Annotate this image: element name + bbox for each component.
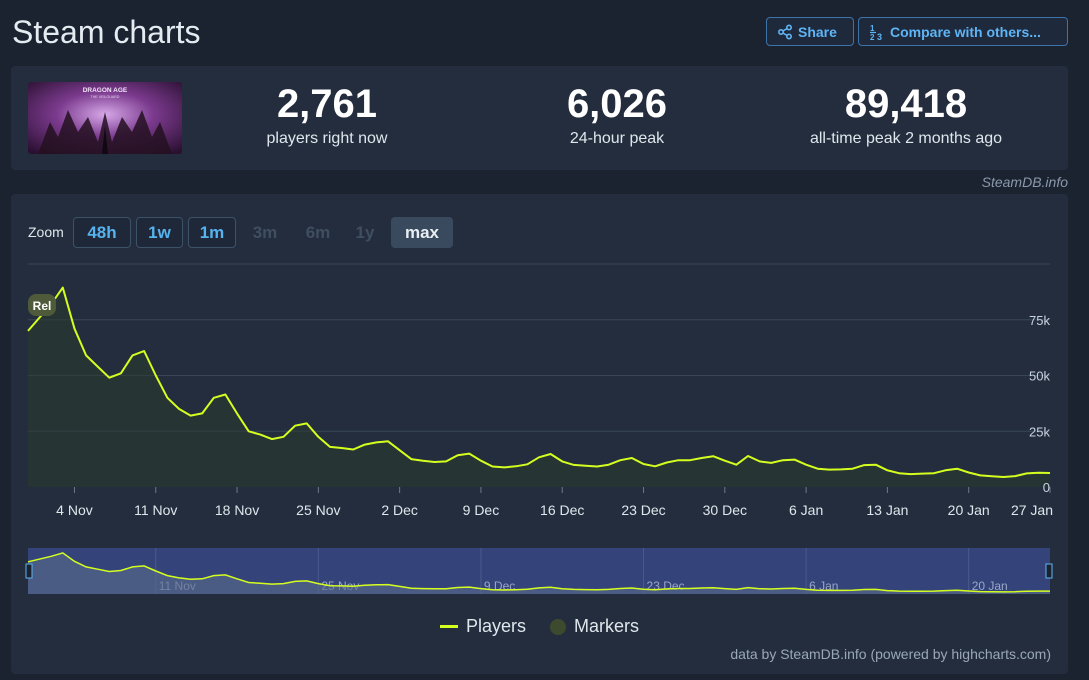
stat-label: 24-hour peak [569,130,665,147]
x-tick-label: 30 Dec [703,502,747,518]
cover-title: DRAGON AGE [83,87,128,94]
legend-dot-swatch [550,618,566,635]
x-tick-label: 6 Jan [789,502,823,518]
x-tick-label: 16 Dec [540,502,584,518]
sort-numbers-icon: 1 2 3 [870,24,882,41]
steamdb-credit[interactable]: SteamDB.info [981,174,1068,190]
legend-label: Players [465,616,526,636]
zoom-48h-button[interactable]: 48h [73,217,131,248]
players-chart[interactable]: Rel 0 25k 50k 75k 4 Nov 11 Nov 18 Nov 25 Nov 2 D… [11,194,1068,609]
zoom-max-button[interactable]: max [391,217,453,248]
x-tick-label: 27 Jan [1011,502,1053,518]
chart-panel: Zoom 48h 1w 1m 3m 6m 1y max Rel 0 25k 50k 7… [11,194,1068,674]
cover-subtitle: THE VEILGUARD [91,95,120,99]
x-tick-label: 11 Nov [134,502,177,518]
page-title: Steam charts [12,14,201,50]
x-tick-label: 4 Nov [56,502,93,518]
share-label: Share [798,23,837,40]
y-tick-label: 75k [1029,313,1050,328]
stat-24h-peak: 6,026 24-hour peak [517,80,717,148]
legend-label: Markers [574,616,640,636]
stat-label: all-time peak 2 months ago [809,130,1003,147]
y-tick-label: 0 [1043,480,1050,495]
zoom-3m-button: 3m [252,222,278,242]
x-tick-label: 23 Dec [621,502,665,518]
x-tick-label: 20 Jan [948,502,990,518]
legend-item-players[interactable]: Players [439,616,526,637]
stat-players-now: 2,761 players right now [227,80,427,148]
x-tick-label: 25 Nov [296,502,340,518]
zoom-6m-button: 6m [305,222,331,242]
game-cover-image[interactable]: DRAGON AGE THE VEILGUARD [28,82,182,154]
marker-badge [28,294,56,316]
navigator-tick-label: 20 Jan [972,579,1008,593]
y-tick-label: 50k [1029,369,1050,384]
svg-text:1: 1 [870,24,875,33]
x-tick-label: 18 Nov [215,502,259,518]
legend-line-swatch [439,625,458,628]
compare-label: Compare with others... [890,23,1041,40]
zoom-1y-button: 1y [355,222,375,242]
release-marker[interactable]: Rel [28,294,56,316]
navigator-handle-left[interactable] [25,563,33,579]
x-tick-label: 9 Dec [463,502,500,518]
compare-button[interactable]: 1 2 3 Compare with others... [858,17,1068,46]
marker-label: Rel [33,299,52,313]
navigator-handle-right[interactable] [1045,563,1053,579]
zoom-1w-button[interactable]: 1w [136,217,183,248]
navigator-line [27,552,1050,593]
stat-value: 89,418 [844,82,968,126]
y-tick-label: 25k [1029,424,1050,439]
svg-text:2: 2 [870,33,875,41]
stat-all-time-peak: 89,418 all-time peak 2 months ago [781,80,1031,148]
powered-by-text[interactable]: data by SteamDB.info (powered by highcha… [730,646,1051,662]
series-line-players[interactable] [27,286,1051,478]
stat-value: 6,026 [566,82,668,126]
legend: Players Markers [11,616,1068,637]
x-tick-label: 2 Dec [381,502,418,518]
stat-label: players right now [266,130,388,147]
share-button[interactable]: Share [766,17,854,46]
stats-panel: DRAGON AGE THE VEILGUARD 2,761 players r… [11,66,1068,170]
zoom-label: Zoom [28,224,64,240]
legend-item-markers[interactable]: Markers [550,616,639,637]
stat-value: 2,761 [276,82,378,126]
share-icon [777,23,793,40]
zoom-1m-button[interactable]: 1m [188,217,236,248]
x-tick-label: 13 Jan [866,502,908,518]
svg-text:3: 3 [877,32,882,41]
